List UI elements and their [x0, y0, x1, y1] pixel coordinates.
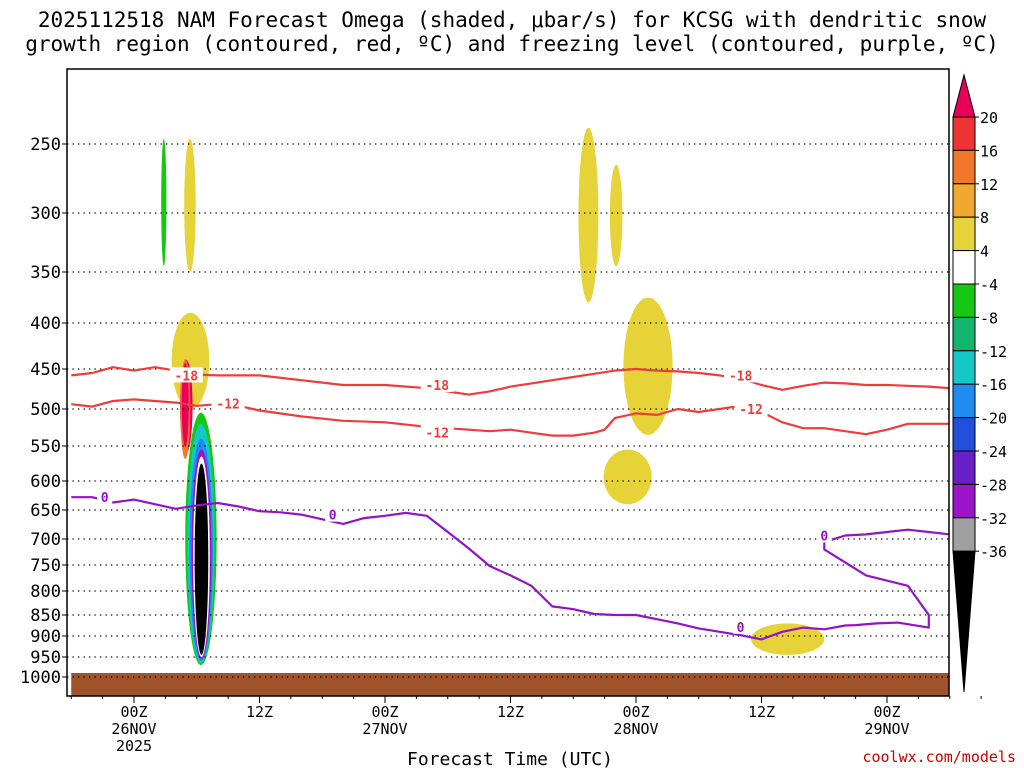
colorbar-swatch: [952, 116, 976, 151]
y-tick-label: 450: [30, 360, 61, 380]
contour-label-bg: [420, 377, 454, 392]
x-tick-label: 00Z: [120, 703, 147, 721]
colorbar-label: -32: [980, 510, 1007, 528]
colorbar-swatch: [952, 216, 976, 252]
x-tick-label: 00Z: [371, 703, 398, 721]
colorbar-swatch: [952, 483, 976, 519]
x-tick-label: 12Z: [497, 703, 524, 721]
colorbar-swatch: [952, 316, 976, 352]
title-line-1: 2025112518 NAM Forecast Omega (shaded, μ…: [37, 8, 987, 32]
y-tick-label: 250: [30, 135, 61, 155]
contour-label-bg: [733, 618, 749, 634]
colorbar-swatch: [952, 250, 976, 285]
x-tick-label: 00Z: [873, 703, 900, 721]
x-tick-label: 12Z: [246, 703, 273, 721]
contour-label: -18: [175, 369, 199, 384]
y-tick-label: 300: [30, 204, 61, 224]
colorbar-swatch: [952, 450, 976, 485]
x-tick-label: 12Z: [748, 703, 775, 721]
contour-label: 0: [329, 509, 337, 524]
omega-region: [751, 623, 825, 655]
x-date-label: 28NOV: [613, 720, 658, 738]
colorbar-label: -16: [980, 376, 1007, 394]
contour-label-bg: [724, 367, 758, 383]
colorbar-swatch: [952, 283, 976, 318]
contour-label: 0: [101, 491, 109, 506]
y-tick-label: 950: [30, 648, 61, 668]
contour-label-bg: [420, 424, 454, 440]
colorbar-label: -20: [980, 410, 1007, 428]
colorbar-label: 8: [980, 209, 989, 227]
colorbar-label: 4: [980, 243, 989, 261]
contour-label: -12: [216, 397, 239, 412]
colorbar-swatch: [952, 350, 976, 385]
x-date-label: 27NOV: [362, 720, 407, 738]
contour-label-bg: [325, 506, 341, 522]
omega-region: [609, 164, 623, 267]
colorbar-label: -36: [980, 543, 1007, 561]
y-tick-label: 650: [30, 501, 61, 521]
y-tick-label: 900: [30, 627, 61, 647]
y-tick-label: 850: [30, 606, 61, 626]
y-tick-label: 750: [30, 556, 61, 576]
contour-label-bg: [816, 527, 832, 543]
omega-region: [161, 138, 167, 267]
chart-title: 2025112518 NAM Forecast Omega (shaded, μ…: [0, 8, 1024, 56]
terrain-fill: [71, 673, 949, 696]
colorbar-swatch: [952, 517, 976, 552]
y-tick-label: 550: [30, 437, 61, 457]
colorbar-swatch: [952, 183, 976, 218]
contour-label: 0: [820, 530, 828, 545]
contour-line--12: [71, 398, 949, 437]
source-credit[interactable]: coolwx.com/models: [862, 748, 1016, 766]
contour-label-bg: [169, 367, 203, 383]
x-axis-title: Forecast Time (UTC): [407, 749, 613, 768]
colorbar-label: 16: [980, 142, 998, 160]
y-tick-label: 350: [30, 263, 61, 283]
y-tick-label: 500: [30, 400, 61, 420]
contour-label-bg: [211, 395, 245, 411]
y-tick-label: 600: [30, 472, 61, 492]
omega-region: [578, 127, 599, 303]
plot-frame: [66, 68, 950, 697]
contour-label: -18: [426, 379, 450, 394]
contour-label: -18: [729, 369, 753, 384]
plot-area: -18 -18 -18 -12 -12 -12 0 0 0 0: [67, 127, 949, 696]
title-line-2: growth region (contoured, red, ºC) and f…: [25, 32, 999, 56]
y-tick-label: 700: [30, 530, 61, 550]
contour-label-bg: [97, 489, 113, 505]
colorbar-label: -8: [980, 309, 998, 327]
colorbar-label: -24: [980, 443, 1007, 461]
colorbar-swatch: [952, 383, 976, 419]
x-date-label: 26NOV: [111, 720, 156, 738]
contour-line--18: [71, 366, 949, 396]
colorbar-label: 20: [980, 109, 998, 127]
contour-label: 0: [737, 621, 745, 636]
x-date-label: 29NOV: [864, 720, 909, 738]
contour-label: -12: [426, 427, 449, 442]
omega-region: [623, 297, 673, 435]
y-tick-label: 400: [30, 314, 61, 334]
contour-label: -12: [739, 403, 762, 418]
x-year-label: 2025: [116, 737, 152, 755]
colorbar-swatch: [952, 417, 976, 452]
x-tick-label: 00Z: [622, 703, 649, 721]
omega-region: [603, 449, 652, 505]
colorbar-label: -12: [980, 343, 1007, 361]
omega-region: [184, 138, 196, 272]
y-tick-label: 800: [30, 582, 61, 602]
colorbar-swatch: [952, 149, 976, 185]
contour-line-0: [71, 496, 949, 641]
colorbar-bottom-arrow: [952, 550, 976, 693]
colorbar-label: 12: [980, 176, 998, 194]
omega-core-band: [194, 463, 209, 655]
colorbar-label: -4: [980, 276, 998, 294]
contour-label-bg: [734, 401, 768, 416]
colorbar-label: -28: [980, 476, 1007, 494]
colorbar-top-arrow: [952, 73, 976, 118]
y-tick-label: 1000: [20, 668, 61, 688]
